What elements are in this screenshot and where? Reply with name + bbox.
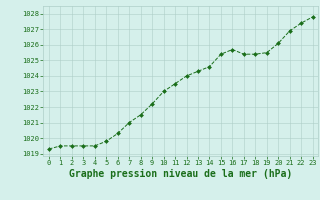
X-axis label: Graphe pression niveau de la mer (hPa): Graphe pression niveau de la mer (hPa) (69, 169, 292, 179)
